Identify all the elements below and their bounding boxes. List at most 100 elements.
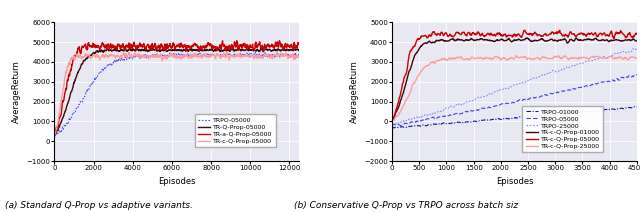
TRPO-05000 <box>83 88 91 91</box>
TRPO-05000 <box>534 96 541 98</box>
Line: TR-c-Q-Prop-05000: TR-c-Q-Prop-05000 <box>392 30 637 119</box>
TRPO-05000 <box>633 74 640 76</box>
TRPO-25000 <box>633 48 640 51</box>
TRPO-05000 <box>92 77 100 80</box>
TR-c-Q-Prop-05000 <box>504 34 512 37</box>
TR-c-Q-Prop-01000 <box>388 118 396 121</box>
TRPO-05000 <box>589 83 596 86</box>
Line: TR-c-Q-Prop-01000: TR-c-Q-Prop-01000 <box>392 38 637 120</box>
TR-c-Q-Prop-05000 <box>506 34 514 37</box>
TR-c-Q-Prop-25000 <box>513 54 520 57</box>
TRPO-05000 <box>295 53 303 56</box>
TR-c-Q-Prop-05000 <box>589 34 597 36</box>
TRPO-25000 <box>388 123 396 126</box>
TR-a-Q-Prop-05000 <box>295 43 303 46</box>
TRPO-25000 <box>534 76 541 79</box>
TR-c-Q-Prop-05000 <box>179 56 187 58</box>
TR-c-Q-Prop-01000 <box>535 39 543 41</box>
TR-a-Q-Prop-05000 <box>51 136 58 138</box>
TR-Q-Prop-05000 <box>295 49 303 52</box>
TR-c-Q-Prop-25000 <box>504 57 512 60</box>
TRPO-05000 <box>627 75 635 78</box>
TRPO-01000 <box>633 106 640 108</box>
Line: TR-a-Q-Prop-05000: TR-a-Q-Prop-05000 <box>54 41 299 137</box>
TR-c-Q-Prop-25000 <box>521 55 529 58</box>
TR-a-Q-Prop-05000 <box>276 39 284 42</box>
TR-Q-Prop-05000 <box>157 49 164 52</box>
TRPO-25000 <box>521 81 529 83</box>
Line: TRPO-05000: TRPO-05000 <box>392 75 637 126</box>
TRPO-01000 <box>388 126 396 129</box>
TRPO-05000 <box>388 124 396 127</box>
TR-c-Q-Prop-01000 <box>523 37 531 39</box>
TR-Q-Prop-05000 <box>51 134 58 137</box>
TR-c-Q-Prop-01000 <box>633 40 640 42</box>
TRPO-05000 <box>521 98 529 101</box>
TR-c-Q-Prop-01000 <box>521 38 529 40</box>
TRPO-25000 <box>627 51 635 53</box>
TR-Q-Prop-05000 <box>83 57 91 60</box>
TRPO-05000 <box>504 102 512 105</box>
TR-Q-Prop-05000 <box>184 50 192 53</box>
TR-c-Q-Prop-05000 <box>633 32 640 35</box>
TR-c-Q-Prop-05000 <box>184 57 192 59</box>
TRPO-05000 <box>157 54 164 57</box>
TRPO-25000 <box>504 88 512 90</box>
Line: TR-Q-Prop-05000: TR-Q-Prop-05000 <box>54 49 299 135</box>
TR-c-Q-Prop-05000 <box>295 56 303 58</box>
TRPO-05000 <box>179 53 187 55</box>
TR-c-Q-Prop-05000 <box>157 53 164 55</box>
TR-c-Q-Prop-25000 <box>628 56 636 58</box>
TR-c-Q-Prop-05000 <box>125 51 132 54</box>
TR-Q-Prop-05000 <box>133 48 141 50</box>
TRPO-05000 <box>133 55 141 58</box>
TRPO-01000 <box>506 118 514 120</box>
TR-a-Q-Prop-05000 <box>184 45 192 48</box>
TR-c-Q-Prop-25000 <box>534 57 542 59</box>
Line: TR-c-Q-Prop-25000: TR-c-Q-Prop-25000 <box>392 56 637 121</box>
TR-Q-Prop-05000 <box>179 49 187 52</box>
TRPO-05000 <box>506 102 514 105</box>
TR-c-Q-Prop-01000 <box>388 118 396 121</box>
Text: (a) Standard Q-Prop vs adaptive variants.: (a) Standard Q-Prop vs adaptive variants… <box>5 201 193 210</box>
TR-a-Q-Prop-05000 <box>179 45 187 48</box>
TR-c-Q-Prop-01000 <box>628 39 636 42</box>
TRPO-05000 <box>184 52 192 55</box>
Legend: TRPO-01000, TRPO-05000, TRPO-25000, TR-c-Q-Prop-01000, TR-c-Q-Prop-05000, TR-c-Q: TRPO-01000, TRPO-05000, TRPO-25000, TR-c… <box>522 106 604 152</box>
TRPO-01000 <box>628 106 636 109</box>
TR-Q-Prop-05000 <box>92 51 99 54</box>
Text: (b) Conservative Q-Prop vs TRPO across batch siz: (b) Conservative Q-Prop vs TRPO across b… <box>294 201 518 210</box>
TRPO-05000 <box>51 134 58 136</box>
TRPO-05000 <box>52 134 60 137</box>
TRPO-01000 <box>589 110 597 112</box>
TR-c-Q-Prop-01000 <box>506 39 514 42</box>
TR-c-Q-Prop-05000 <box>83 54 91 57</box>
TRPO-25000 <box>589 59 596 62</box>
TR-c-Q-Prop-01000 <box>590 39 598 41</box>
TRPO-25000 <box>630 47 638 50</box>
Y-axis label: AverageReturn: AverageReturn <box>349 60 358 123</box>
Y-axis label: AverageReturn: AverageReturn <box>12 60 21 123</box>
TRPO-05000 <box>632 73 639 76</box>
TRPO-01000 <box>505 117 513 120</box>
X-axis label: Episodes: Episodes <box>496 177 533 186</box>
TR-c-Q-Prop-01000 <box>505 37 513 40</box>
TR-c-Q-Prop-05000 <box>534 33 542 36</box>
TRPO-01000 <box>521 116 529 119</box>
TR-c-Q-Prop-05000 <box>133 54 141 57</box>
TR-c-Q-Prop-05000 <box>92 57 99 59</box>
Line: TRPO-25000: TRPO-25000 <box>392 49 637 124</box>
Line: TRPO-01000: TRPO-01000 <box>392 107 637 128</box>
TR-a-Q-Prop-05000 <box>83 49 91 51</box>
TR-c-Q-Prop-05000 <box>388 117 396 120</box>
TR-c-Q-Prop-25000 <box>589 55 597 58</box>
TR-c-Q-Prop-25000 <box>633 57 640 59</box>
TR-c-Q-Prop-05000 <box>51 134 58 136</box>
X-axis label: Episodes: Episodes <box>158 177 195 186</box>
TRPO-25000 <box>506 86 514 88</box>
TRPO-05000 <box>252 51 259 53</box>
TR-c-Q-Prop-25000 <box>388 120 396 123</box>
TR-a-Q-Prop-05000 <box>133 46 141 48</box>
TRPO-01000 <box>631 105 639 108</box>
Line: TR-c-Q-Prop-05000: TR-c-Q-Prop-05000 <box>54 52 299 135</box>
